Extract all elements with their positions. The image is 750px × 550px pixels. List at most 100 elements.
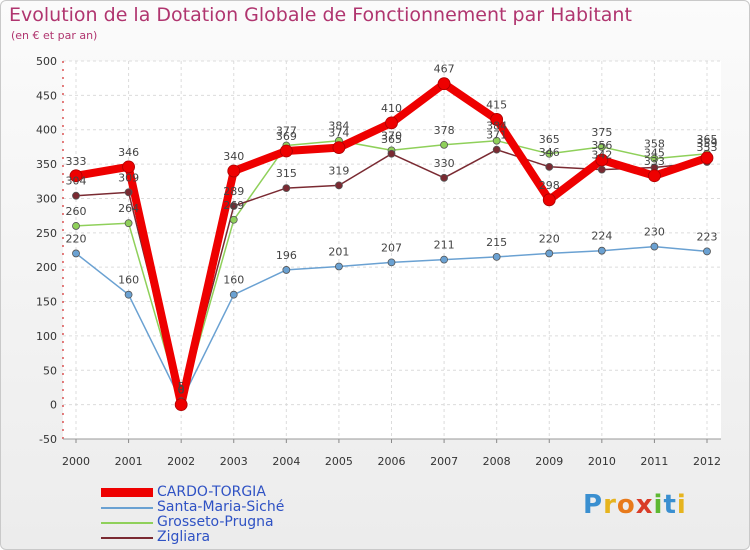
data-point <box>229 290 238 299</box>
x-tick-label: 2004 <box>272 455 300 468</box>
legend-label: CARDO-TORGIA <box>157 484 266 500</box>
data-point <box>650 154 659 163</box>
x-tick-label: 2010 <box>588 455 616 468</box>
x-tick-label: 2008 <box>483 455 511 468</box>
x-tick-label: 2012 <box>693 455 721 468</box>
data-point <box>700 151 714 165</box>
data-point <box>440 173 448 182</box>
data-label: 196 <box>276 249 297 262</box>
data-point <box>282 184 291 193</box>
data-label: 410 <box>381 102 402 115</box>
data-label: 230 <box>644 226 665 239</box>
data-point <box>492 252 501 261</box>
logo-letter: t <box>663 490 677 520</box>
data-label: 333 <box>644 155 665 168</box>
data-label: 215 <box>486 236 507 249</box>
data-label: 160 <box>118 274 139 287</box>
y-tick-label: 50 <box>43 364 57 377</box>
legend-item-grosseto-prugna: Grosseto-Prugna <box>101 514 361 530</box>
data-label: 365 <box>539 133 560 146</box>
data-label: 160 <box>223 274 244 287</box>
logo-letter: x <box>635 490 654 520</box>
data-label: 384 <box>328 120 349 133</box>
logo-letter: i <box>676 490 687 520</box>
data-point <box>124 188 133 197</box>
data-point <box>72 249 80 258</box>
data-label: 0 <box>178 384 185 397</box>
y-tick-label: 350 <box>36 158 57 171</box>
data-point <box>124 290 133 299</box>
x-tick-label: 2006 <box>378 455 406 468</box>
data-label: 264 <box>118 202 139 215</box>
data-label: 384 <box>486 120 507 133</box>
data-point <box>69 169 83 183</box>
legend-swatch <box>101 507 153 509</box>
legend-item-cardo-torgia: CARDO-TORGIA <box>101 484 361 500</box>
data-label: 5 <box>178 380 185 393</box>
data-label: 289 <box>223 185 244 198</box>
legend-label: Zigliara <box>157 529 211 545</box>
x-tick-label: 2001 <box>115 455 143 468</box>
data-label: 467 <box>434 63 455 76</box>
data-point <box>492 136 501 145</box>
data-label: 359 <box>697 137 718 150</box>
data-label: 220 <box>66 232 87 245</box>
data-point <box>703 247 711 256</box>
data-label: 345 <box>644 147 665 160</box>
logo-letter: i <box>653 490 664 520</box>
data-point <box>229 215 238 224</box>
y-tick-label: 500 <box>36 55 57 68</box>
data-label: 309 <box>118 171 139 184</box>
x-tick-label: 2009 <box>535 455 563 468</box>
data-label: 377 <box>276 125 297 138</box>
data-label: 356 <box>591 139 612 152</box>
data-label: 211 <box>434 239 455 252</box>
data-point <box>595 153 609 167</box>
legend-swatch <box>101 522 153 524</box>
data-point <box>597 143 606 151</box>
data-point <box>440 255 448 264</box>
legend-swatch <box>101 488 153 497</box>
data-label: 224 <box>591 230 612 243</box>
legend-item-santa-maria-siche: Santa-Maria-Siché <box>101 499 361 515</box>
data-label: 378 <box>434 124 455 137</box>
data-label: 371 <box>486 129 507 142</box>
data-label: 269 <box>223 199 244 212</box>
legend: CARDO-TORGIA Santa-Maria-Siché Grosseto-… <box>101 484 361 545</box>
y-tick-label: -50 <box>39 433 57 446</box>
data-point <box>545 162 554 171</box>
x-tick-label: 2000 <box>62 455 90 468</box>
logo-letter: P <box>583 490 604 520</box>
data-label: 0 <box>178 384 185 397</box>
data-label: 330 <box>434 157 455 170</box>
data-label: 342 <box>591 149 612 162</box>
legend-label: Grosseto-Prugna <box>157 514 274 530</box>
logo-letter: o <box>616 490 636 520</box>
data-point <box>174 398 188 412</box>
data-label: 0 <box>178 384 185 397</box>
data-point <box>597 165 606 174</box>
data-label: 365 <box>381 133 402 146</box>
data-label: 340 <box>223 150 244 163</box>
x-tick-label: 2003 <box>220 455 248 468</box>
y-tick-label: 150 <box>36 296 57 309</box>
data-label: 369 <box>276 130 297 143</box>
data-label: 358 <box>644 138 665 151</box>
data-label: 220 <box>539 232 560 245</box>
data-point <box>282 266 291 274</box>
data-label: 319 <box>328 164 349 177</box>
chart-title: Evolution de la Dotation Globale de Fonc… <box>9 4 632 26</box>
y-tick-label: 400 <box>36 124 57 137</box>
data-point <box>542 193 556 207</box>
data-label: 201 <box>328 245 349 258</box>
data-point <box>229 202 238 210</box>
data-point <box>437 77 451 91</box>
x-tick-label: 2005 <box>325 455 353 468</box>
data-point <box>335 262 343 271</box>
data-label: 304 <box>66 175 87 188</box>
data-point <box>648 169 661 183</box>
legend-item-zigliara: Zigliara <box>101 529 361 545</box>
